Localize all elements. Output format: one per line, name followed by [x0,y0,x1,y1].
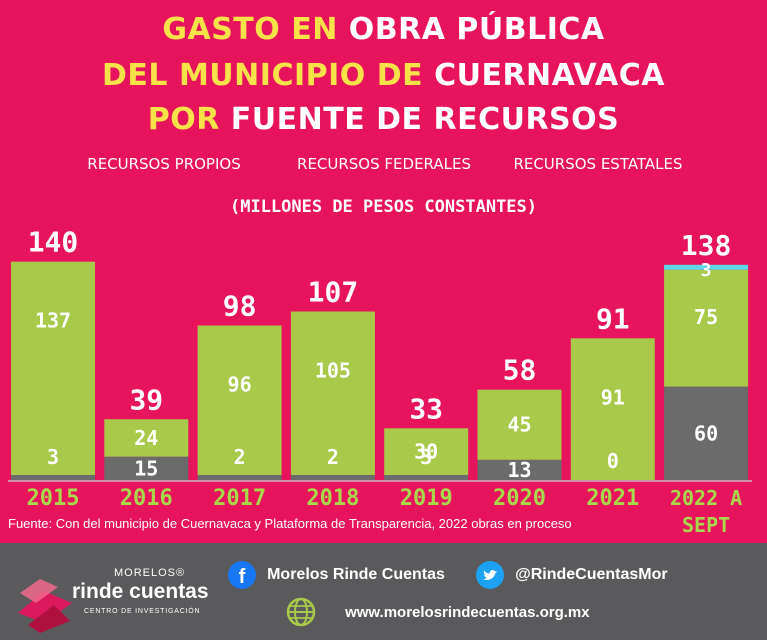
segment-value-label: 2 [234,445,246,469]
segment-value-label: 3 [47,445,59,469]
bar-segment [384,475,469,480]
footer: MORELOS® rinde cuentas CENTRO DE INVESTI… [0,543,767,640]
twitter-text: @RindeCuentasMor [515,566,668,583]
segment-value-label: 24 [134,426,158,450]
logo: MORELOS® rinde cuentas CENTRO DE INVESTI… [14,563,224,633]
bar-segment [477,459,562,480]
segment-value-label: 137 [35,309,71,333]
segment-value-label: 105 [315,359,351,383]
segment-value-label: 15 [134,456,158,480]
title-part: FUENTE DE RECURSOS [230,102,620,137]
facebook-icon: f [228,561,256,589]
bar-total-label: 140 [28,226,79,259]
legend-propios: RECURSOS PROPIOS [87,155,241,173]
title-line-2: DEL MUNICIPIO DE CUERNAVACA [0,58,767,93]
segment-value-label: 30 [414,440,438,464]
segment-value-label: 45 [507,413,531,437]
bar-segment [104,419,189,457]
title-line-3: POR FUENTE DE RECURSOS [0,102,767,137]
globe-icon [286,597,316,627]
category-label: 2018 [306,486,359,511]
segment-value-label: 96 [228,373,252,397]
bar-segment [664,269,749,387]
segment-value-label: 91 [601,385,625,409]
segment-value-label: 2 [327,445,339,469]
category-label: 2022 A [670,486,742,510]
logo-top-text: MORELOS® [114,567,186,579]
stacked-bar-chart: 140 137 3 2015 39 24 15 2016 98 96 2 2017 107 105 2 201… [8,226,752,537]
bar-segment [290,475,375,480]
bar-total-label: 39 [129,383,163,416]
category-label: 2015 [27,486,80,511]
category-label: 2021 [586,486,639,511]
bar-segment [664,264,749,270]
segment-value-label: 0 [607,449,619,473]
facebook-link[interactable]: f Morelos Rinde Cuentas [228,561,445,589]
segment-value-label: 13 [507,458,531,482]
bar-segment [570,338,655,480]
svg-text:f: f [239,566,246,588]
title-part: DEL MUNICIPIO DE [102,58,424,93]
logo-sub-text: CENTRO DE INVESTIGACIÓN [84,608,201,615]
segment-value-label: 75 [694,305,718,329]
title-part: POR [147,102,220,137]
bar-total-label: 138 [681,229,732,262]
bar-segment [11,475,95,480]
bar-segment [197,475,282,480]
bar-segment [11,261,95,475]
twitter-icon [476,561,504,589]
bar-total-label: 91 [596,302,630,335]
bar-segment [197,325,282,475]
segment-value-label: 3 [701,260,712,281]
category-label: 2017 [213,486,266,511]
logo-main-text: rinde cuentas [72,580,209,603]
category-label: SEPT [682,513,730,537]
category-label: 2020 [493,486,546,511]
title-part: OBRA PÚBLICA [348,12,605,47]
bar-segment [384,428,469,475]
segment-value-label: 3 [420,445,432,469]
twitter-link[interactable]: @RindeCuentasMor [476,561,668,589]
title-part: CUERNAVACA [434,58,665,93]
source-note: Fuente: Con del municipio de Cuernavaca … [8,516,572,531]
bar-segment [104,456,189,480]
title-line-1: GASTO EN OBRA PÚBLICA [0,12,767,47]
legend-federales: RECURSOS FEDERALES [297,155,471,173]
bar-segment [477,389,562,460]
bar-total-label: 98 [223,290,257,323]
logo-mark-icon [18,579,72,633]
bar-segment [290,311,375,475]
bar-total-label: 33 [409,392,443,425]
title-part: GASTO EN [162,12,338,47]
facebook-text: Morelos Rinde Cuentas [267,566,445,583]
chart-subtitle: (MILLONES DE PESOS CONSTANTES) [229,197,538,217]
website-text: www.morelosrindecuentas.org.mx [345,603,590,621]
bar-total-label: 107 [308,276,359,309]
legend-estatales: RECURSOS ESTATALES [513,155,683,173]
category-label: 2016 [120,486,173,511]
bar-segment [664,386,749,480]
bar-total-label: 58 [503,354,537,387]
category-label: 2019 [400,486,453,511]
segment-value-label: 60 [694,421,718,445]
website-link[interactable]: www.morelosrindecuentas.org.mx [286,597,590,627]
